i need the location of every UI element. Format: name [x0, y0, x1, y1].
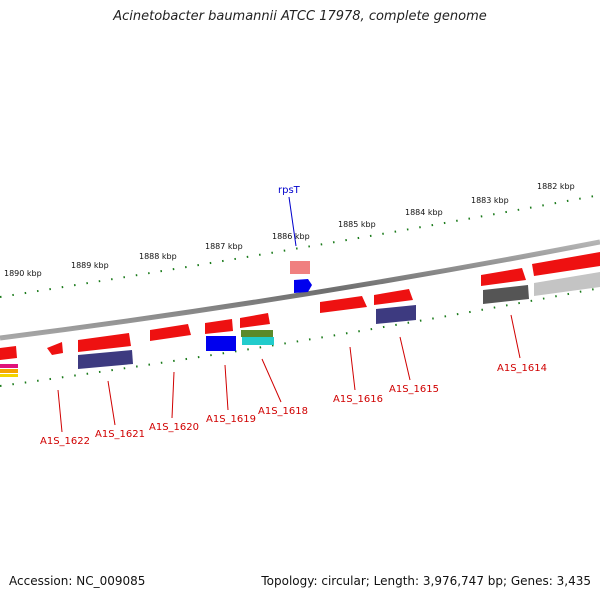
gene-a1s-1614[interactable] [481, 268, 526, 286]
kbp-label-1882: 1882 kbp [537, 182, 575, 191]
gene-a1s-1622[interactable] [47, 342, 63, 355]
gene-label-a1s-1621[interactable]: A1S_1621 [95, 429, 145, 440]
gene-label-a1s-1619[interactable]: A1S_1619 [206, 414, 256, 425]
gene-label-a1s-1616[interactable]: A1S_1616 [333, 394, 383, 405]
gene-labels: A1S_1622 A1S_1621 A1S_1620 A1S_1619 A1S_… [40, 363, 547, 447]
kbp-label-1889: 1889 kbp [71, 261, 109, 270]
kbp-label-1886: 1886 kbp [272, 232, 310, 241]
rpsT-gene[interactable] [294, 279, 312, 293]
kbp-label-1883: 1883 kbp [471, 196, 509, 205]
accession-text: Accession: NC_009085 [9, 574, 146, 588]
kbp-label-1887: 1887 kbp [205, 242, 243, 251]
gene-features [0, 252, 600, 377]
partial-gene-yellow[interactable] [0, 374, 18, 377]
kbp-label-1884: 1884 kbp [405, 208, 443, 217]
gene-a1s-1618-green[interactable] [241, 330, 273, 337]
partial-gene-pink[interactable] [0, 364, 18, 368]
gene-a1s-1619-blue[interactable] [206, 336, 236, 351]
rpsT-leader-line [288, 196, 297, 247]
partial-gene-orange[interactable] [0, 369, 18, 373]
gene-a1s-1618[interactable] [240, 313, 270, 328]
gene-a1s-1619[interactable] [205, 319, 233, 334]
rpsT-rrna-box[interactable] [290, 261, 310, 274]
gene-a1s-1614-gray[interactable] [483, 285, 529, 304]
gene-a1s-1616[interactable] [320, 296, 367, 313]
genome-summary-text: Topology: circular; Length: 3,976,747 bp… [261, 574, 591, 588]
gene-a1s-1620[interactable] [150, 324, 191, 341]
gene-label-a1s-1622[interactable]: A1S_1622 [40, 436, 90, 447]
gene-a1s-1618-cyan[interactable] [242, 337, 274, 345]
gene-a1s-1615-partner[interactable] [376, 305, 416, 324]
kbp-label-1885: 1885 kbp [338, 220, 376, 229]
gene-label-leaders [57, 314, 521, 433]
gene-label-a1s-1618[interactable]: A1S_1618 [258, 406, 308, 417]
gene-label-a1s-1614[interactable]: A1S_1614 [497, 363, 547, 374]
kbp-labels: 1890 kbp 1889 kbp 1888 kbp 1887 kbp 1886… [4, 182, 575, 278]
gene-a1s-1615[interactable] [374, 289, 413, 305]
gene-a1s-1621[interactable] [78, 333, 131, 352]
kbp-label-1888: 1888 kbp [139, 252, 177, 261]
partial-gene-right[interactable] [532, 252, 600, 276]
rpsT-label[interactable]: rpsT [278, 185, 301, 196]
map-title: Acinetobacter baumannii ATCC 17978, comp… [113, 9, 487, 24]
partial-gene-left[interactable] [0, 346, 17, 360]
gene-label-a1s-1615[interactable]: A1S_1615 [389, 384, 439, 395]
partial-gene-right-gray[interactable] [534, 272, 600, 296]
rpsT-features[interactable]: rpsT [278, 185, 312, 293]
gene-label-a1s-1620[interactable]: A1S_1620 [149, 422, 199, 433]
kbp-label-1890: 1890 kbp [4, 269, 42, 278]
genome-backbone [0, 239, 600, 341]
gene-a1s-1621-partner[interactable] [78, 350, 133, 369]
